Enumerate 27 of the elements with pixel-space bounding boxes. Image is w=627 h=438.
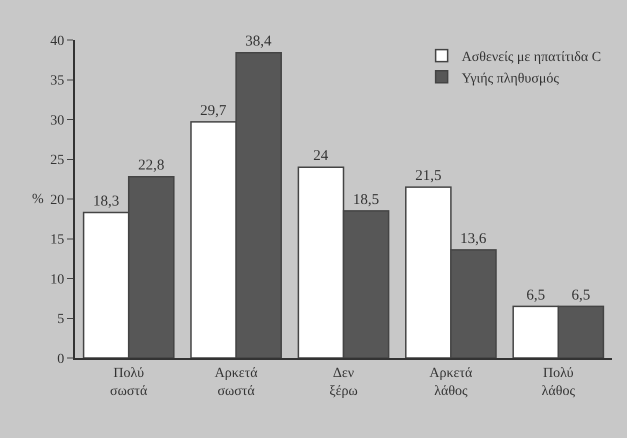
y-tick-label: 25 [50, 153, 64, 168]
x-tick-label: Πολύ λάθος [542, 366, 576, 399]
y-tick-label: 5 [57, 312, 64, 328]
data-label: 13,6 [460, 230, 487, 247]
y-axis-title: % [32, 192, 44, 207]
y-tick-label: 40 [50, 34, 64, 49]
data-label: 22,8 [138, 158, 164, 174]
data-label: 38,4 [245, 34, 272, 50]
y-tick-label: 20 [50, 192, 64, 208]
data-label: 6,5 [571, 287, 590, 304]
legend-label: Υγιής πληθυσμός [462, 71, 560, 86]
y-tick-label: 35 [50, 74, 64, 89]
y-tick-label: 10 [50, 272, 64, 288]
x-tick-label: Αρκετά λάθος [429, 366, 474, 399]
data-label: 21,5 [415, 168, 442, 184]
legend-label: Ασθενείς με ηπατίτιδα C [462, 50, 602, 66]
data-label: 24 [313, 148, 329, 164]
x-tick-label: Δεν ξέρω [329, 366, 358, 399]
data-label: 18,5 [352, 192, 380, 208]
data-label: 18,3 [93, 194, 120, 210]
y-tick-label: 30 [50, 113, 64, 128]
x-tick-label: Αρκετά σωστά [214, 366, 258, 399]
y-tick-label: 0 [57, 352, 64, 367]
x-tick-label: Πολύ σωστά [110, 366, 148, 399]
data-label: 29,7 [200, 102, 227, 119]
data-label: 6,5 [526, 287, 546, 304]
y-tick-label: 15 [50, 232, 64, 248]
